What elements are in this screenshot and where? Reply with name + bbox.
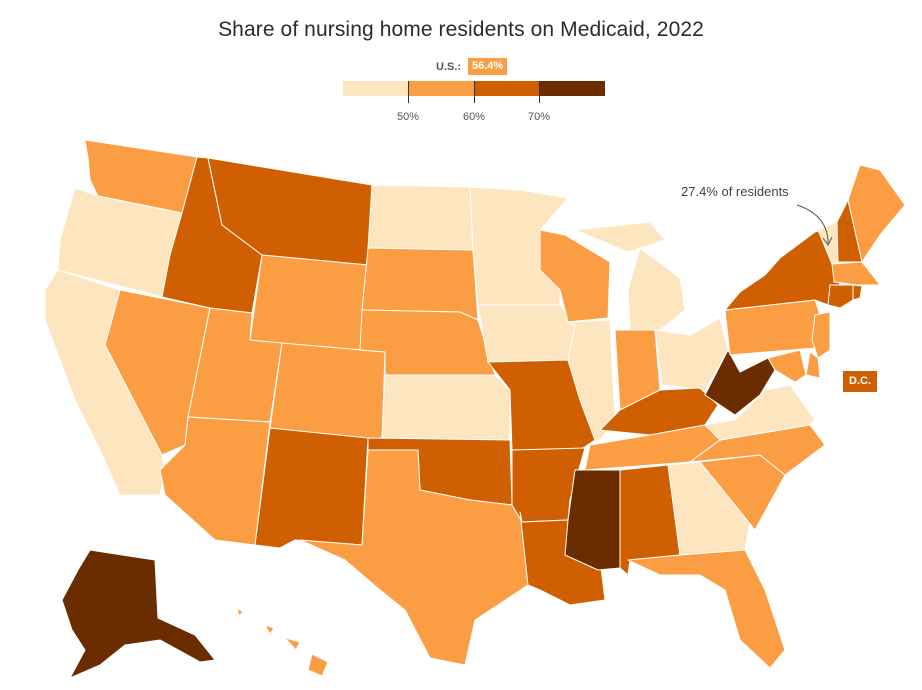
state-md[interactable]: [767, 349, 807, 383]
dc-badge[interactable]: D.C.: [843, 371, 877, 392]
legend-tick-70: [539, 81, 540, 103]
us-average-label: U.S.:: [436, 61, 462, 73]
annotation-arrow: [796, 204, 829, 244]
state-hi[interactable]: [236, 607, 329, 677]
legend-tick-60: [474, 81, 475, 103]
us-choropleth-map: [44, 140, 906, 679]
state-ia[interactable]: [477, 304, 576, 363]
legend-label-60: 60%: [462, 111, 486, 123]
state-ga[interactable]: [667, 461, 751, 556]
state-wv[interactable]: [704, 349, 776, 416]
state-de[interactable]: [805, 351, 821, 379]
page-title: Share of nursing home residents on Medic…: [218, 18, 704, 41]
legend-bin-3: [474, 81, 540, 96]
state-ms[interactable]: [564, 469, 621, 571]
state-nj[interactable]: [811, 311, 831, 359]
state-co[interactable]: [269, 342, 386, 441]
legend-label-50: 50%: [396, 111, 420, 123]
state-ct[interactable]: [827, 284, 854, 309]
state-az[interactable]: [159, 416, 271, 546]
legend-bin-1: [343, 81, 409, 96]
legend-label-70: 70%: [527, 111, 551, 123]
state-mi[interactable]: [574, 221, 686, 331]
state-va[interactable]: [704, 384, 816, 441]
state-ma[interactable]: [831, 261, 881, 286]
state-fl[interactable]: [627, 549, 786, 669]
state-ak[interactable]: [61, 549, 216, 679]
state-ks[interactable]: [381, 374, 511, 441]
state-il[interactable]: [567, 319, 616, 441]
state-nd[interactable]: [367, 184, 474, 251]
state-tx[interactable]: [299, 449, 529, 666]
state-nm[interactable]: [254, 427, 369, 549]
us-average-badge: 56.4%: [468, 58, 508, 75]
legend-bin-2: [408, 81, 474, 96]
legend-bin-4: [539, 81, 605, 96]
legend-tick-50: [408, 81, 409, 103]
color-legend: [343, 81, 605, 96]
state-wi[interactable]: [539, 229, 611, 323]
state-ri[interactable]: [852, 284, 863, 301]
state-sd[interactable]: [361, 247, 479, 321]
annotation-arrowhead: [822, 236, 833, 246]
state-wy[interactable]: [249, 254, 369, 356]
vermont-annotation: 27.4% of residents: [681, 184, 789, 199]
